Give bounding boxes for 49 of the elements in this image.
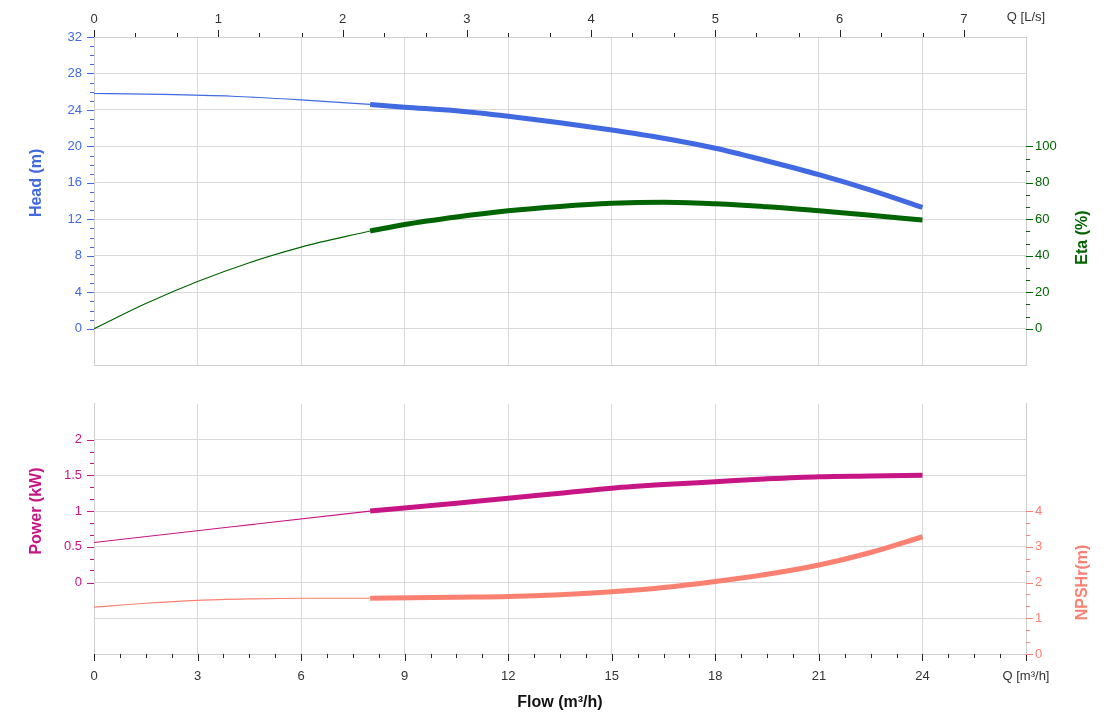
y-tick-label: 0.5 xyxy=(63,538,82,554)
x-tick-label: 12 xyxy=(500,668,516,684)
x-tick-label: 9 xyxy=(401,668,409,684)
y2-tick-label: 20 xyxy=(1035,283,1050,299)
y2-tick-label: 0 xyxy=(1035,320,1043,336)
x2-tick-label: 4 xyxy=(587,10,595,26)
y-tick-label: 20 xyxy=(67,137,82,153)
y2-tick-label: 60 xyxy=(1035,210,1050,226)
x-tick-label: 6 xyxy=(297,668,305,684)
x2-tick-label: 6 xyxy=(835,10,844,26)
y-tick-label: 0 xyxy=(74,320,82,336)
x-tick-label: 18 xyxy=(708,668,723,684)
x2-tick-label: 1 xyxy=(214,10,222,26)
y-tick-label: 0 xyxy=(74,574,82,590)
y2-tick-label: 2 xyxy=(1035,574,1043,590)
y-tick-label: 1 xyxy=(74,502,82,518)
x2-tick-label: 2 xyxy=(338,10,347,26)
x2-axis-title: Q [L/s] xyxy=(1006,8,1046,24)
y-tick-label: 24 xyxy=(67,101,82,117)
x-tick-label: Q [m³/h] xyxy=(1002,668,1050,684)
y-tick-label: 32 xyxy=(67,28,82,44)
y2-axis-title: NPSHr(m) xyxy=(1073,544,1091,621)
x-tick-label: 3 xyxy=(193,668,202,684)
y2-tick-label: 80 xyxy=(1035,174,1050,190)
y2-axis-title: Eta (%) xyxy=(1073,210,1091,265)
y-tick-label: 16 xyxy=(67,174,82,190)
x-tick-label: 0 xyxy=(90,668,98,684)
y2-tick-label: 1 xyxy=(1035,609,1043,625)
y-tick-label: 8 xyxy=(74,247,82,263)
y2-tick-label: 0 xyxy=(1035,645,1043,661)
y2-tick-label: 100 xyxy=(1035,137,1057,153)
y2-tick-label: 40 xyxy=(1035,247,1050,263)
x2-tick-label: 7 xyxy=(960,10,968,26)
y-axis-title: Head (m) xyxy=(27,148,45,218)
x-tick-label: 21 xyxy=(811,668,827,684)
y-axis-title: Power (kW) xyxy=(27,467,45,555)
x-axis-title: Flow (m³/h) xyxy=(517,693,603,711)
x-tick-label: 24 xyxy=(915,668,930,684)
x2-tick-label: 5 xyxy=(711,10,719,26)
y-tick-label: 4 xyxy=(74,283,82,299)
y-tick-label: 12 xyxy=(67,210,82,226)
x-tick-label: 15 xyxy=(604,668,620,684)
x2-tick-label: 0 xyxy=(90,10,98,26)
y2-tick-label: 3 xyxy=(1035,538,1043,554)
y-tick-label: 2 xyxy=(74,431,82,447)
y2-tick-label: 4 xyxy=(1035,502,1043,518)
x2-tick-label: 3 xyxy=(463,10,471,26)
y-tick-label: 28 xyxy=(67,65,82,81)
y-tick-label: 1.5 xyxy=(63,466,82,482)
